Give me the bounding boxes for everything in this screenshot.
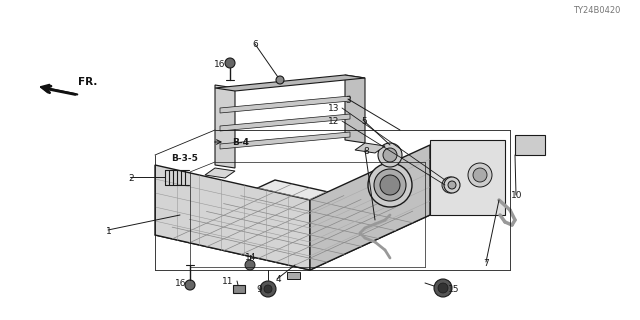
Polygon shape: [215, 85, 235, 168]
Circle shape: [438, 283, 448, 293]
Polygon shape: [155, 165, 310, 270]
Polygon shape: [515, 135, 545, 155]
Text: 12: 12: [328, 116, 340, 125]
Circle shape: [448, 181, 456, 189]
Text: B-3-5: B-3-5: [171, 154, 198, 163]
Text: 4: 4: [275, 276, 281, 284]
Text: FR.: FR.: [78, 77, 97, 87]
Text: 16: 16: [175, 278, 187, 287]
Text: 16: 16: [214, 60, 226, 68]
Polygon shape: [355, 143, 385, 153]
Circle shape: [260, 281, 276, 297]
Polygon shape: [215, 75, 365, 91]
Polygon shape: [220, 114, 350, 131]
Text: 6: 6: [252, 39, 258, 49]
Polygon shape: [287, 272, 300, 279]
Polygon shape: [310, 145, 430, 270]
Text: 5: 5: [361, 116, 367, 125]
Circle shape: [374, 169, 406, 201]
Polygon shape: [205, 168, 235, 178]
Polygon shape: [233, 285, 245, 293]
Text: B-4: B-4: [232, 138, 249, 147]
Text: 15: 15: [448, 284, 460, 293]
Circle shape: [378, 143, 402, 167]
Text: 2: 2: [128, 173, 134, 182]
Text: 10: 10: [511, 191, 523, 201]
Text: 3: 3: [345, 95, 351, 105]
Text: TY24B0420: TY24B0420: [573, 5, 620, 14]
Polygon shape: [430, 140, 505, 215]
Circle shape: [383, 148, 397, 162]
Circle shape: [468, 163, 492, 187]
Text: 7: 7: [483, 259, 489, 268]
Text: 11: 11: [222, 276, 234, 285]
Circle shape: [276, 76, 284, 84]
Polygon shape: [220, 132, 350, 149]
Text: 8: 8: [363, 147, 369, 156]
Circle shape: [380, 175, 400, 195]
Circle shape: [446, 181, 454, 189]
Circle shape: [368, 163, 412, 207]
Circle shape: [264, 285, 272, 293]
Polygon shape: [220, 96, 350, 113]
Text: 1: 1: [106, 227, 112, 236]
Polygon shape: [345, 75, 365, 143]
Circle shape: [444, 177, 460, 193]
Text: 9: 9: [256, 284, 262, 293]
Circle shape: [185, 280, 195, 290]
Circle shape: [473, 168, 487, 182]
Circle shape: [245, 260, 255, 270]
Text: 13: 13: [328, 103, 340, 113]
Circle shape: [434, 279, 452, 297]
Text: 14: 14: [245, 253, 257, 262]
Polygon shape: [155, 180, 430, 270]
Circle shape: [225, 58, 235, 68]
Circle shape: [442, 177, 458, 193]
